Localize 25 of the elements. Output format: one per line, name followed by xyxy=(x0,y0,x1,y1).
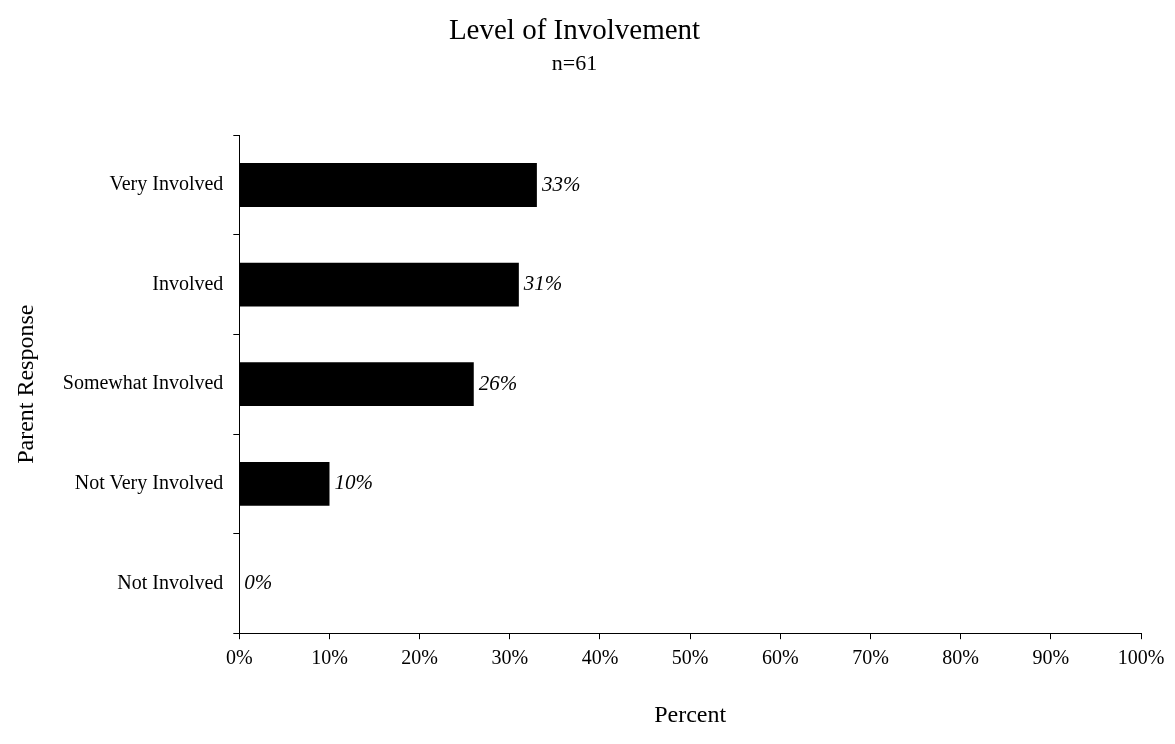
chart-title: Level of Involvement xyxy=(448,13,701,46)
data-label: 26% xyxy=(478,370,518,395)
x-tick-label: 0% xyxy=(225,646,253,669)
x-tick-label: 10% xyxy=(311,646,348,669)
y-tick-label: Involved xyxy=(152,271,224,294)
data-label: 10% xyxy=(334,470,373,495)
y-axis-title: Parent Response xyxy=(11,304,38,464)
x-tick-label: 70% xyxy=(852,646,889,669)
x-tick-label: 100% xyxy=(1117,646,1165,669)
y-tick-label: Very Involved xyxy=(109,172,224,196)
x-tick-label: 60% xyxy=(761,646,799,669)
chart-subtitle: n=61 xyxy=(551,49,598,75)
x-tick-label: 80% xyxy=(942,646,979,669)
data-label: 31% xyxy=(522,271,563,296)
data-label: 0% xyxy=(244,569,273,594)
x-axis-title: Percent xyxy=(654,700,727,727)
y-tick-label: Not Very Involved xyxy=(74,471,224,495)
x-tick-label: 30% xyxy=(491,646,529,669)
y-tick-label: Not Involved xyxy=(117,570,224,593)
x-tick-label: 90% xyxy=(1032,646,1070,669)
x-tick-label: 20% xyxy=(401,646,438,669)
x-tick-label: 50% xyxy=(671,646,709,669)
y-tick-label: Somewhat Involved xyxy=(62,371,224,394)
x-tick-label: 40% xyxy=(581,646,619,669)
data-label: 33% xyxy=(540,171,581,196)
